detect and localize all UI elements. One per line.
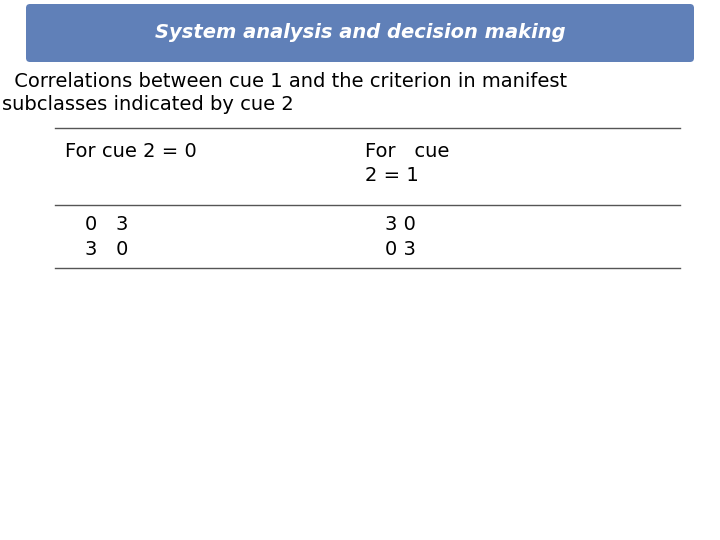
Text: 0   3: 0 3 <box>85 215 128 234</box>
Text: For   cue: For cue <box>365 142 449 161</box>
Text: 0 3: 0 3 <box>385 240 416 259</box>
Text: subclasses indicated by cue 2: subclasses indicated by cue 2 <box>2 95 294 114</box>
Text: 3   0: 3 0 <box>85 240 128 259</box>
FancyBboxPatch shape <box>26 4 694 62</box>
Text: For cue 2 = 0: For cue 2 = 0 <box>65 142 197 161</box>
Text: System analysis and decision making: System analysis and decision making <box>155 24 565 43</box>
Text: 2 = 1: 2 = 1 <box>365 166 419 185</box>
Text: Correlations between cue 1 and the criterion in manifest: Correlations between cue 1 and the crite… <box>8 72 567 91</box>
Text: 3 0: 3 0 <box>385 215 416 234</box>
